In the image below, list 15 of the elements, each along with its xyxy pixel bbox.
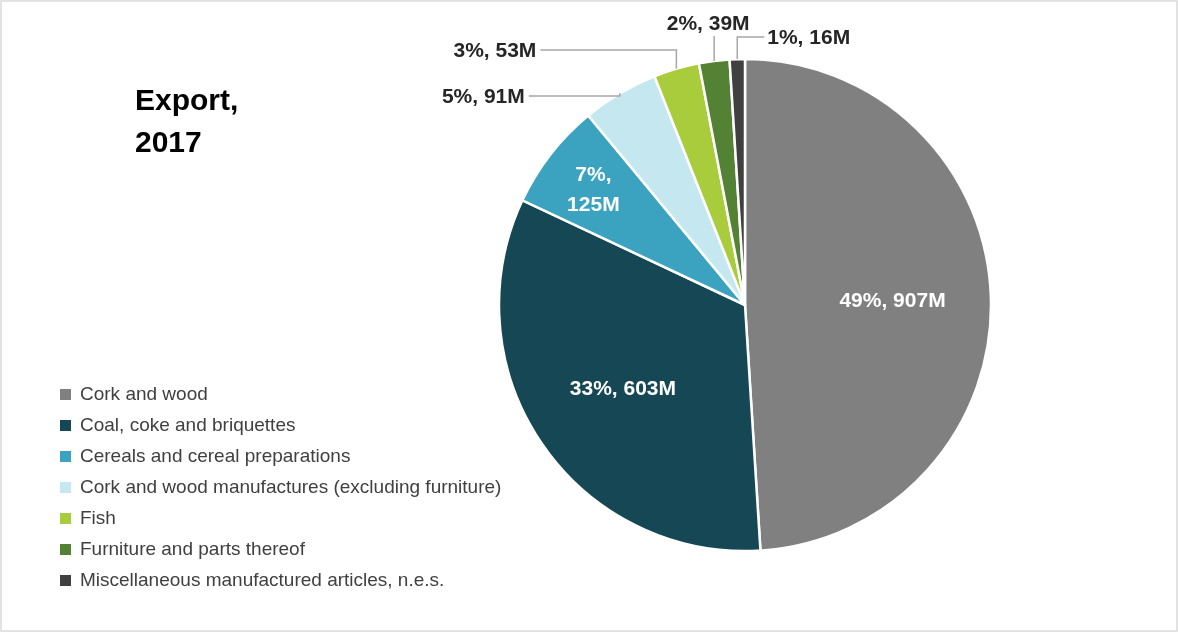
data-label: 1%, 16M (767, 25, 851, 48)
legend-label: Cereals and cereal preparations (80, 445, 351, 466)
data-label: 2%, 39M (666, 11, 750, 34)
data-label: 33%, 603M (569, 375, 677, 399)
legend-label: Fish (80, 507, 116, 528)
data-label: 49%, 907M (839, 288, 946, 312)
data-label: 7%, 125M (567, 162, 620, 216)
legend-label: Cork and wood manufactures (excluding furniture) (80, 476, 502, 497)
text: Export, 2017 (135, 83, 239, 158)
data-label: 5%, 91M (441, 84, 525, 107)
legend-label: Coal, coke and briquettes (80, 414, 296, 435)
data-label: 3%, 53M (453, 38, 537, 61)
legend-label: Miscellaneous manufactured articles, n.e.s. (80, 569, 445, 590)
legend-label: Furniture and parts thereof (80, 538, 306, 559)
legend-label: Cork and wood (80, 383, 208, 404)
